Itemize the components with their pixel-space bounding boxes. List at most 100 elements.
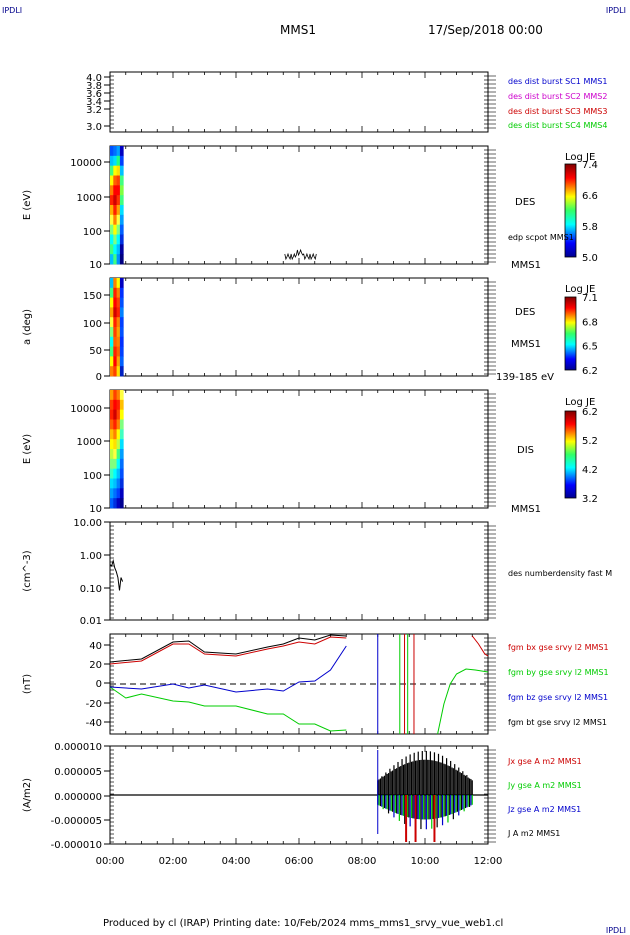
spectrogram-cell	[116, 307, 121, 318]
scpot-label: edp scpot MMS1	[508, 233, 574, 242]
spectrogram-cell	[113, 175, 118, 186]
spectrogram-cell	[119, 175, 124, 186]
spectrogram-cell	[113, 307, 118, 318]
y-tick-label: 1.00	[80, 551, 102, 562]
colorbar-tick-label: 4.2	[582, 465, 598, 476]
panel-bottom-label: MMS1	[511, 260, 541, 271]
legend-entry: des dist burst SC3 MMS3	[508, 107, 607, 116]
spectrogram-cell	[119, 185, 124, 196]
instrument-label: DES	[515, 197, 535, 208]
colorbar-tick-label: 6.2	[582, 366, 598, 377]
y-tick-label: 100	[83, 319, 102, 330]
spectrogram-cell	[113, 498, 118, 509]
x-tick-label: 08:00	[348, 856, 377, 867]
footer-credits: Produced by cl (IRAP) Printing date: 10/…	[103, 918, 504, 929]
spectrogram-cell	[119, 327, 124, 338]
spectrogram-cell	[119, 356, 124, 367]
colorbar-tick-label: 3.2	[582, 494, 598, 505]
spectrogram-cell	[119, 429, 124, 440]
colorbar-tick-label: 7.1	[582, 293, 598, 304]
spectrogram-cell	[113, 458, 118, 470]
x-tick-label: 06:00	[285, 856, 314, 867]
y-axis-label: (A/m2)	[22, 778, 33, 812]
spectrogram-cell	[113, 399, 118, 411]
spectrogram-cell	[119, 488, 124, 499]
spectrogram-cell	[110, 224, 114, 235]
legend-entry: J A m2 MMS1	[507, 829, 560, 838]
spectrogram-cell	[116, 356, 121, 367]
spectrogram-cell	[119, 390, 124, 401]
spectrogram-cell	[113, 234, 118, 245]
spectrogram-cell	[110, 449, 114, 460]
spectrogram-cell	[110, 254, 114, 265]
spectrogram-cell	[110, 488, 114, 499]
spectrogram-cell	[119, 307, 124, 318]
colorbar-tick-label: 6.2	[582, 407, 598, 418]
panel-frame-3	[109, 277, 489, 377]
y-tick-label: 10	[89, 260, 102, 271]
y-tick-label: 0.01	[80, 616, 102, 627]
spectrogram-cell	[119, 409, 124, 420]
spectrogram-cell	[113, 244, 118, 255]
spectrogram-cell	[110, 366, 114, 377]
y-tick-label: 3.0	[86, 122, 102, 133]
spectrogram-cell	[110, 458, 114, 470]
y-tick-label: 1000	[77, 193, 102, 204]
spectrogram-cell	[116, 478, 121, 489]
header-datetime: 17/Sep/2018 00:00	[428, 23, 543, 37]
y-tick-label: 0.10	[80, 584, 102, 595]
legend-entry: Jy gse A m2 MMS1	[507, 781, 582, 790]
spectrogram-cell	[110, 439, 114, 450]
spectrogram-cell	[116, 336, 121, 347]
x-tick-label: 00:00	[96, 856, 125, 867]
spectrogram-cell	[119, 399, 124, 411]
y-tick-label: 100	[83, 471, 102, 482]
spectrogram-cell	[113, 214, 118, 226]
spectrogram-cell	[116, 468, 121, 479]
spectrogram-cell	[110, 429, 114, 440]
y-tick-label: 20	[89, 660, 102, 671]
panel-bottom-label: MMS1	[511, 504, 541, 515]
spectrogram-cell	[113, 146, 118, 157]
colorbar-tick-label: 7.4	[582, 160, 598, 171]
spectrogram-cell	[113, 205, 118, 216]
spectrogram-cell	[113, 327, 118, 338]
y-tick-label: 10	[89, 504, 102, 515]
spectrogram-cell	[110, 336, 114, 347]
spectrogram-cell	[116, 205, 121, 216]
y-tick-label: 0.000010	[54, 742, 102, 753]
y-tick-label: 3.4	[86, 97, 102, 108]
spectrogram-cell	[113, 224, 118, 235]
spectrogram-cell	[119, 146, 124, 157]
spectrogram-cell	[110, 146, 114, 157]
y-tick-label: 3.6	[86, 89, 102, 100]
spectrogram-cell	[110, 214, 114, 226]
spectrogram-cell	[119, 254, 124, 265]
y-tick-label: 0	[96, 372, 102, 383]
spectrogram-cell	[113, 297, 118, 308]
field-line-3	[109, 645, 347, 693]
spectrogram-cell	[113, 155, 118, 167]
panel-frame-5	[109, 521, 489, 621]
corner-tag-bottom-right: IPDLI	[605, 926, 626, 935]
spectrogram-cell	[116, 366, 121, 377]
instrument-label: DIS	[517, 445, 534, 456]
panel-bottom-label: MMS1	[511, 339, 541, 350]
y-tick-label: 3.8	[86, 81, 102, 92]
spectrogram-cell	[116, 175, 121, 186]
spectrogram-cell	[113, 336, 118, 347]
spectrogram-cell	[110, 278, 114, 289]
spectrogram-cell	[119, 287, 124, 298]
spectrogram-cell	[116, 287, 121, 298]
spectrogram-cell	[113, 488, 118, 499]
spectrogram-cell	[116, 234, 121, 245]
legend-entry: des dist burst SC1 MMS1	[508, 77, 607, 86]
colorbar-tick-label: 5.2	[582, 436, 598, 447]
by-recovery	[437, 668, 489, 735]
spectrogram-cell	[116, 254, 121, 265]
spectrogram-cell	[119, 336, 124, 347]
spectrogram-cell	[119, 478, 124, 489]
x-tick-label: 02:00	[159, 856, 188, 867]
spacecraft-title: MMS1	[280, 23, 316, 37]
spectrogram-cell	[119, 419, 124, 430]
